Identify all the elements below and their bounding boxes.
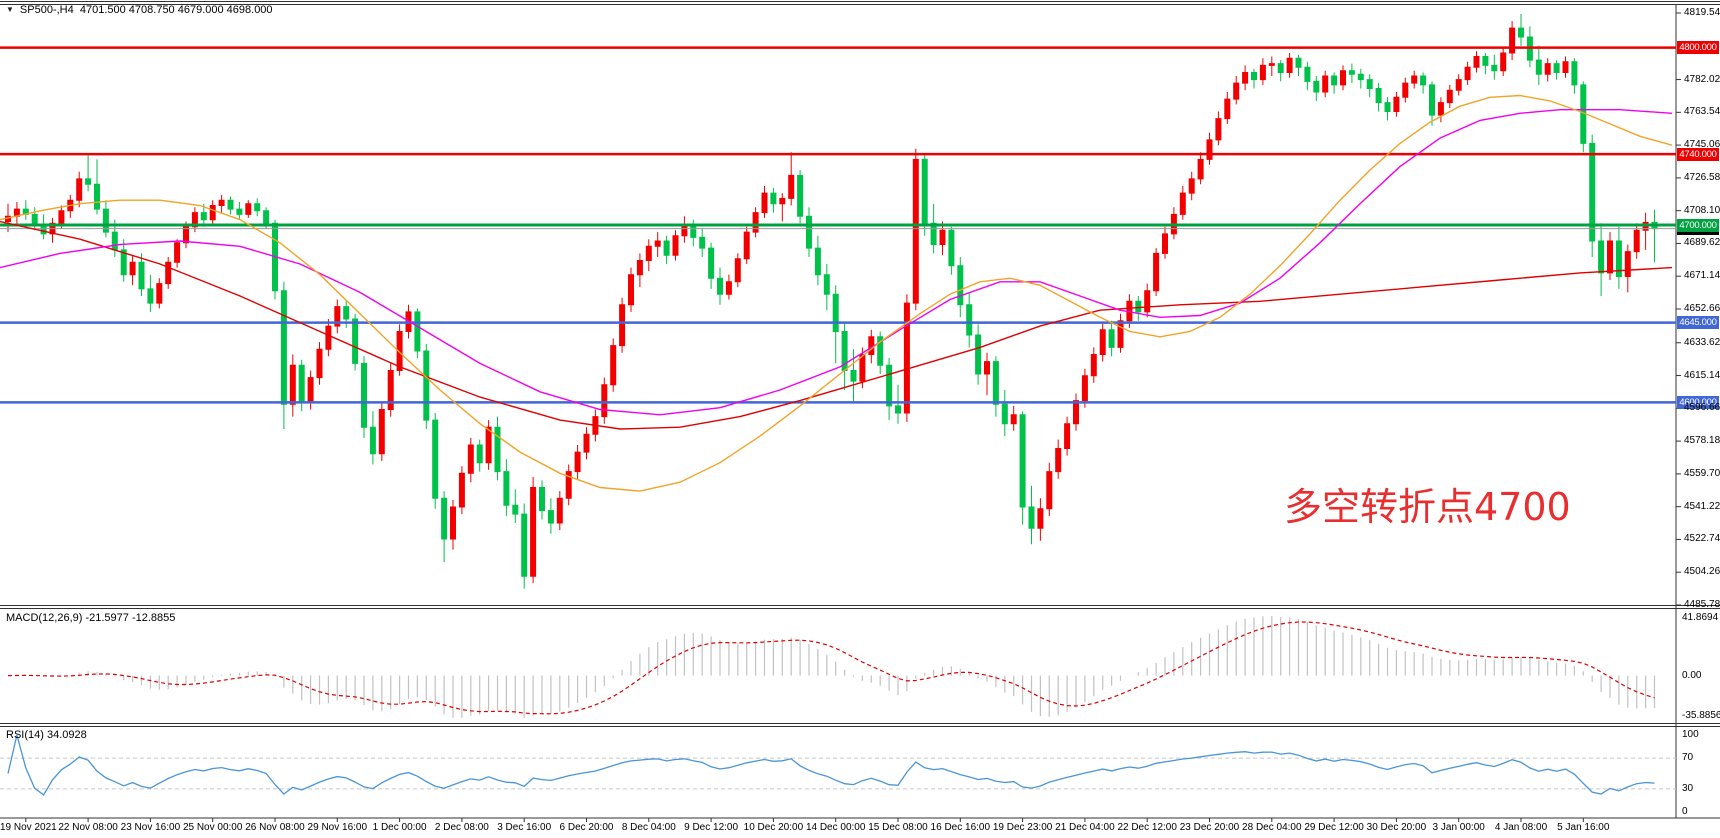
time-tick-label: 26 Nov 08:00 bbox=[245, 822, 305, 833]
price-tick-label: 4504.260 bbox=[1684, 566, 1720, 578]
rsi-axis-label: 0 bbox=[1682, 806, 1688, 817]
time-tick-label: 30 Dec 20:00 bbox=[1366, 822, 1427, 833]
time-tick-label: 25 Nov 00:00 bbox=[182, 822, 243, 833]
ma-fast-line bbox=[0, 94, 1673, 492]
price-tick-label: 4726.580 bbox=[1684, 171, 1720, 183]
price-tick-label: 4671.140 bbox=[1684, 270, 1720, 282]
rsi-indicator-label: RSI(14) 34.0928 bbox=[6, 729, 87, 741]
price-tick-label: 4633.620 bbox=[1684, 336, 1720, 348]
price-tick-label: 4559.700 bbox=[1684, 467, 1720, 479]
time-tick-label: 19 Dec 23:00 bbox=[992, 822, 1053, 833]
price-level-badge: 4645.000 bbox=[1677, 316, 1719, 330]
rsi-axis-label: 100 bbox=[1682, 729, 1699, 740]
price-level-badge: 4800.000 bbox=[1677, 41, 1719, 55]
time-tick-label: 22 Nov 08:00 bbox=[58, 822, 118, 833]
time-tick-label: 21 Dec 04:00 bbox=[1055, 822, 1115, 833]
bear-candle-bodies bbox=[22, 27, 1658, 577]
time-tick-label: 23 Nov 16:00 bbox=[120, 822, 181, 833]
price-tick-label: 4485.780 bbox=[1684, 598, 1720, 610]
bull-candle-bodies bbox=[5, 27, 1649, 577]
time-tick-label: 9 Dec 12:00 bbox=[684, 822, 739, 833]
time-tick-label: 3 Dec 16:00 bbox=[497, 822, 552, 833]
macd-signal-line bbox=[7, 621, 1655, 715]
chart-ohlc-header: ▼ SP500-,H4 4701.500 4708.750 4679.000 46… bbox=[6, 4, 273, 16]
time-tick-label: 1 Dec 00:00 bbox=[372, 822, 427, 833]
time-tick-label: 23 Dec 20:00 bbox=[1179, 822, 1240, 833]
price-level-badge: 4700.000 bbox=[1677, 218, 1719, 232]
price-tick-label: 4541.220 bbox=[1684, 500, 1720, 512]
rsi-axis-label: 70 bbox=[1682, 752, 1694, 764]
time-tick-label: 4 Jan 08:00 bbox=[1494, 822, 1548, 833]
macd-axis-max: 41.8694 bbox=[1682, 612, 1719, 623]
ma-medium-line bbox=[0, 108, 1673, 416]
chart-text-annotation: 多空转折点4700 bbox=[1284, 485, 1571, 529]
time-tick-label: 10 Dec 20:00 bbox=[743, 822, 804, 833]
ohlc-values: 4701.500 4708.750 4679.000 4698.000 bbox=[79, 4, 273, 16]
price-level-badge: 4600.000 bbox=[1677, 395, 1719, 409]
ma-slow-line bbox=[0, 220, 1673, 430]
price-tick-label: 4615.140 bbox=[1684, 369, 1720, 381]
time-tick-label: 5 Jan 16:00 bbox=[1557, 822, 1610, 833]
time-tick-label: 2 Dec 08:00 bbox=[434, 822, 489, 833]
rsi-axis-label: 30 bbox=[1682, 782, 1694, 794]
time-tick-label: 15 Dec 08:00 bbox=[868, 822, 928, 833]
price-tick-label: 4708.100 bbox=[1684, 204, 1720, 216]
time-tick-label: 6 Dec 20:00 bbox=[559, 822, 614, 833]
time-tick-label: 16 Dec 16:00 bbox=[930, 822, 991, 833]
macd-indicator-label: MACD(12,26,9) -21.5977 -12.8855 bbox=[6, 612, 176, 624]
price-level-badge: 4740.000 bbox=[1677, 147, 1719, 161]
symbol-period-label: SP500-,H4 bbox=[19, 4, 74, 16]
time-tick-label: 29 Dec 12:00 bbox=[1304, 822, 1364, 833]
macd-axis-zero: 0.00 bbox=[1682, 669, 1702, 681]
price-tick-label: 4689.620 bbox=[1684, 237, 1720, 249]
macd-histogram bbox=[16, 616, 1656, 718]
price-tick-label: 4782.020 bbox=[1684, 73, 1720, 85]
time-tick-label: 19 Nov 2021 bbox=[0, 822, 57, 833]
price-tick-label: 4763.540 bbox=[1684, 106, 1720, 118]
price-tick-label: 4745.060 bbox=[1684, 139, 1720, 151]
price-tick-label: 4522.740 bbox=[1684, 533, 1720, 545]
time-tick-label: 28 Dec 04:00 bbox=[1242, 822, 1302, 833]
time-tick-label: 8 Dec 04:00 bbox=[621, 822, 676, 833]
macd-axis-min: -35.8856 bbox=[1682, 710, 1720, 721]
time-tick-label: 29 Nov 16:00 bbox=[307, 822, 368, 833]
triangle-down-icon: ▼ bbox=[6, 5, 14, 14]
price-tick-label: 4596.660 bbox=[1684, 402, 1720, 414]
price-tick-label: 4652.660 bbox=[1684, 302, 1720, 314]
rsi-line bbox=[7, 734, 1655, 796]
time-tick-label: 22 Dec 12:00 bbox=[1117, 822, 1177, 833]
time-tick-label: 3 Jan 00:00 bbox=[1432, 822, 1485, 833]
price-tick-label: 4578.180 bbox=[1684, 435, 1720, 447]
price-tick-label: 4819.540 bbox=[1684, 7, 1720, 18]
time-tick-label: 14 Dec 00:00 bbox=[805, 822, 866, 833]
